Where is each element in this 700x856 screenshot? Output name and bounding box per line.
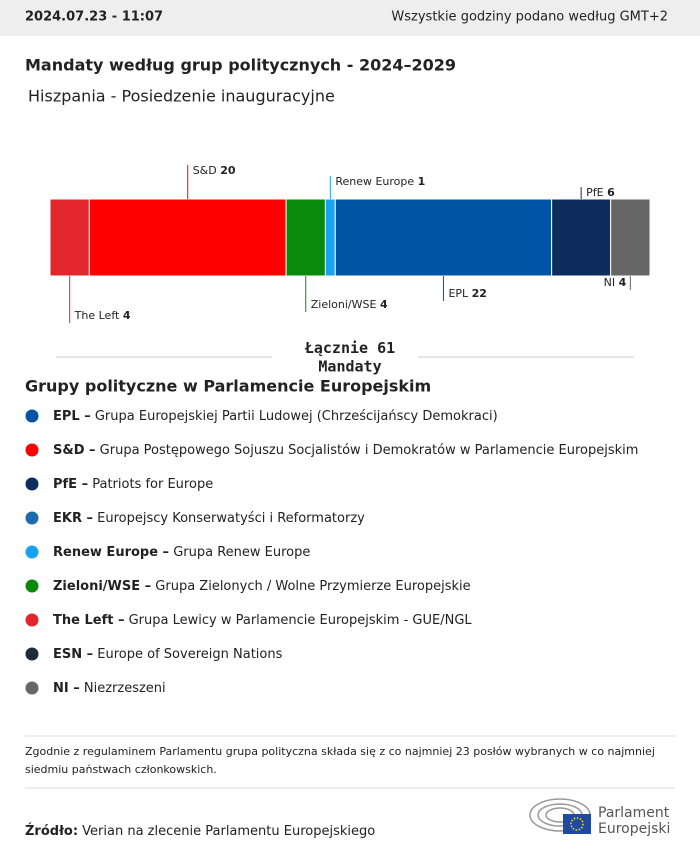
segment-value: 4 xyxy=(380,298,388,311)
footnote: siedmiu państwach członkowskich. xyxy=(25,763,217,776)
header-bar xyxy=(0,0,700,36)
legend-item: The Left – Grupa Lewicy w Parlamencie Eu… xyxy=(53,613,472,628)
segment-value: 20 xyxy=(220,164,236,177)
timestamp: 2024.07.23 - 11:07 xyxy=(25,10,163,25)
legend-name: Patriots for Europe xyxy=(92,477,213,492)
segment-name: Renew Europe xyxy=(335,175,414,188)
logo-text: Europejski xyxy=(598,821,670,837)
legend-name: Grupa Zielonych / Wolne Przymierze Europ… xyxy=(155,579,470,594)
total: Łącznie 61 xyxy=(304,339,395,357)
logo: Parlament Europejski xyxy=(529,798,670,837)
segment-name: Zieloni/WSE xyxy=(311,298,377,311)
segment-name: NI xyxy=(604,276,615,289)
legend-name: Grupa Europejskiej Partii Ludowej (Chrze… xyxy=(95,409,498,424)
legend-name: Grupa Renew Europe xyxy=(173,545,310,560)
legend-item: S&D – Grupa Postępowego Sojuszu Socjalis… xyxy=(53,443,638,458)
bar-segment xyxy=(324,198,336,277)
legend-item: Renew Europe – Grupa Renew Europe xyxy=(53,545,310,560)
bar-segment xyxy=(334,198,553,277)
legend-dot xyxy=(25,443,39,457)
segment-name: The Left xyxy=(74,309,120,322)
legend-title: Grupy polityczne w Parlamencie Europejsk… xyxy=(25,377,431,396)
segment-label: EPL 22 xyxy=(448,287,487,300)
source-text: Verian na zlecenie Parlamentu Europejski… xyxy=(82,824,375,839)
legend-name: Grupa Lewicy w Parlamencie Europejskim -… xyxy=(129,613,473,628)
segment-name: PfE xyxy=(586,186,604,199)
bar-segment xyxy=(610,198,651,277)
total-unit: Mandaty xyxy=(318,358,381,376)
segment-value: 6 xyxy=(607,186,615,199)
legend-name: Europejscy Konserwatyści i Reformatorzy xyxy=(97,511,365,526)
bar-segment xyxy=(88,198,287,277)
legend-abbr: NI – xyxy=(53,681,80,696)
legend-item: NI – Niezrzeszeni xyxy=(53,681,166,696)
total-value: 61 xyxy=(377,339,395,357)
bar-segment xyxy=(551,198,612,277)
legend-dot xyxy=(25,613,39,627)
segment-value: 1 xyxy=(418,175,426,188)
legend-abbr: ESN – xyxy=(53,647,93,662)
legend-abbr: The Left – xyxy=(53,613,124,628)
legend-abbr: S&D – xyxy=(53,443,96,458)
legend-name: Europe of Sovereign Nations xyxy=(97,647,282,662)
segment-label: The Left 4 xyxy=(74,309,131,322)
legend-abbr: Renew Europe – xyxy=(53,545,169,560)
legend-item: ESN – Europe of Sovereign Nations xyxy=(53,647,283,662)
legend-abbr: PfE – xyxy=(53,477,88,492)
source: Źródło: Verian na zlecenie Parlamentu Eu… xyxy=(25,823,375,839)
segment-name: EPL xyxy=(448,287,469,300)
legend-dot xyxy=(25,511,39,525)
bar-segment xyxy=(49,198,90,277)
source-label: Źródło: xyxy=(25,823,78,839)
footnote: Zgodnie z regulaminem Parlamentu grupa p… xyxy=(25,745,655,758)
segment-label: Renew Europe 1 xyxy=(335,175,425,188)
chart-subtitle: Hiszpania - Posiedzenie inauguracyjne xyxy=(28,87,335,106)
legend-abbr: Zieloni/WSE – xyxy=(53,579,151,594)
legend-item: Zieloni/WSE – Grupa Zielonych / Wolne Pr… xyxy=(53,579,471,594)
total-label: Łącznie xyxy=(304,339,368,357)
bar-segment xyxy=(285,198,326,277)
legend-item: PfE – Patriots for Europe xyxy=(53,477,213,492)
legend-name: Niezrzeszeni xyxy=(84,681,166,696)
legend-dot xyxy=(25,409,39,423)
legend-abbr: EKR – xyxy=(53,511,93,526)
segment-name: S&D xyxy=(193,164,217,177)
segment-value: 4 xyxy=(619,276,627,289)
legend-dot xyxy=(25,545,39,559)
segment-label: PfE 6 xyxy=(586,186,615,199)
legend-name: Grupa Postępowego Sojuszu Socjalistów i … xyxy=(100,443,639,458)
legend-dot xyxy=(25,477,39,491)
legend-dot xyxy=(25,681,39,695)
segment-value: 22 xyxy=(472,287,487,300)
timezone-note: Wszystkie godziny podano według GMT+2 xyxy=(391,10,668,25)
segment-value: 4 xyxy=(123,309,131,322)
logo-text: Parlament xyxy=(598,805,670,821)
legend-item: EKR – Europejscy Konserwatyści i Reforma… xyxy=(53,511,365,526)
segment-label: Zieloni/WSE 4 xyxy=(311,298,388,311)
legend-dot xyxy=(25,579,39,593)
segment-label: NI 4 xyxy=(604,276,627,289)
legend-abbr: EPL – xyxy=(53,409,91,424)
legend-dot xyxy=(25,647,39,661)
legend-item: EPL – Grupa Europejskiej Partii Ludowej … xyxy=(53,409,498,424)
segment-label: S&D 20 xyxy=(193,164,236,177)
chart-title: Mandaty według grup politycznych - 2024–… xyxy=(25,56,456,75)
